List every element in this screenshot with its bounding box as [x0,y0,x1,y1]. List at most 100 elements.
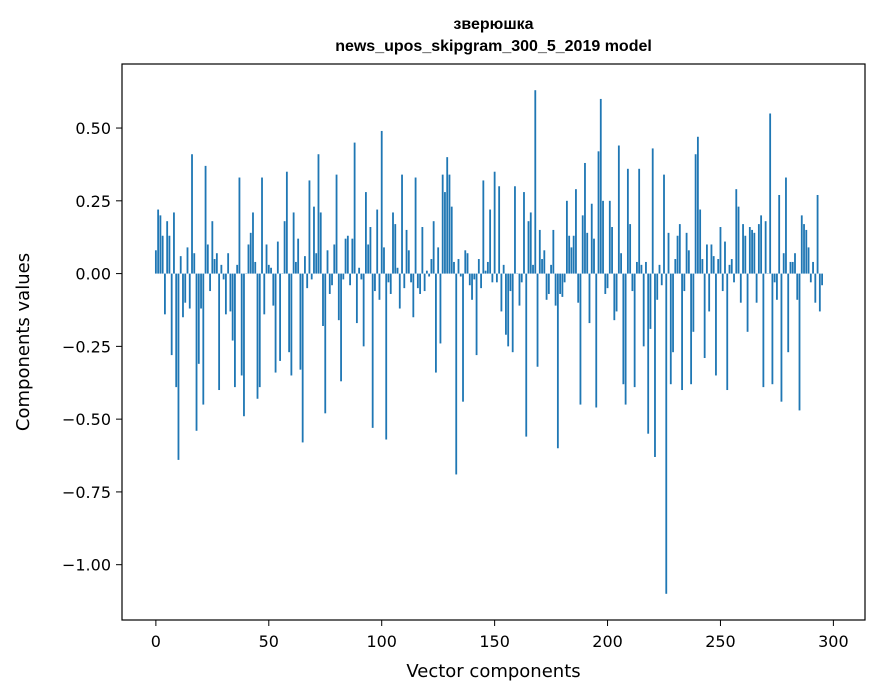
bar-212 [633,273,636,388]
bar-208 [624,273,627,405]
bar-0 [154,250,157,274]
bar-194 [593,238,595,274]
bar-214 [638,168,641,274]
bar-112 [407,250,410,274]
bar-178 [556,273,559,449]
bar-257 [735,189,738,274]
bar-283 [794,253,796,274]
bar-68 [308,180,311,274]
bar-253 [726,273,729,391]
bar-287 [803,224,805,274]
bar-41 [247,244,250,274]
bar-173 [545,273,548,300]
bar-263 [748,227,751,274]
bar-243 [703,273,706,359]
bar-285 [798,273,801,411]
bar-240 [696,136,699,274]
bar-182 [565,200,568,274]
bar-96 [371,273,374,428]
bar-99 [378,273,381,300]
bar-227 [667,232,670,274]
bar-188 [579,273,582,405]
bar-256 [733,273,735,283]
bar-232 [678,224,681,274]
bar-121 [428,273,431,277]
bar-126 [439,273,442,344]
bar-38 [240,273,243,376]
bar-215 [640,264,643,274]
bar-205 [617,145,620,274]
bar-225 [663,174,665,274]
bar-220 [651,148,654,274]
bar-175 [550,264,552,274]
bar-277 [780,273,783,402]
bar-171 [541,259,543,274]
bar-9 [175,273,178,388]
x-tick-label-200: 200 [592,632,623,651]
bar-136 [462,273,464,402]
bar-265 [753,232,756,274]
x-tick-label-300: 300 [818,632,849,651]
bar-130 [448,174,451,274]
bar-92 [362,273,365,347]
bar-102 [385,273,388,440]
bar-172 [543,250,546,274]
bar-235 [685,232,688,274]
bar-197 [599,98,602,274]
bar-95 [369,227,372,274]
bar-65 [301,273,304,443]
bar-204 [615,273,618,312]
bar-66 [304,256,306,274]
bar-129 [446,157,449,274]
bar-115 [414,177,417,274]
bar-244 [706,244,708,274]
bar-72 [317,154,320,274]
bar-79 [333,244,336,274]
bar-75 [324,273,327,414]
bar-288 [805,229,808,274]
bar-85 [346,235,349,274]
bar-33 [229,273,232,312]
bar-228 [669,273,672,385]
bar-97 [374,273,376,292]
bar-245 [708,273,711,312]
bar-31 [224,273,227,315]
bar-157 [509,273,512,292]
bar-155 [505,273,507,335]
bar-138 [466,253,469,274]
bar-149 [491,273,494,283]
bar-152 [498,186,501,274]
bar-2 [159,215,162,274]
bar-89 [355,273,358,324]
bar-116 [416,273,419,289]
bar-19 [197,273,200,364]
bar-118 [421,227,424,274]
bar-156 [507,273,510,347]
bar-226 [665,273,668,594]
bar-231 [676,235,679,274]
bar-32 [227,253,230,274]
bar-239 [694,154,697,274]
bar-293 [816,194,819,274]
bar-103 [387,273,390,283]
bar-163 [523,192,525,274]
bar-193 [590,203,593,274]
bar-54 [276,241,279,274]
bar-122 [430,259,433,274]
x-tick-label-150: 150 [479,632,510,651]
bar-120 [425,270,428,274]
y-tick-label-4: 0.00 [75,265,111,284]
bar-47 [261,177,263,274]
bar-90 [358,267,361,274]
bar-186 [575,189,577,274]
bar-16 [191,154,193,274]
bar-216 [642,273,645,347]
bar-166 [529,212,532,274]
bar-117 [419,273,422,294]
bar-61 [292,212,295,274]
bar-154 [502,264,505,274]
bar-80 [335,174,338,274]
bar-69 [310,273,313,280]
bar-199 [604,273,607,294]
bar-162 [520,273,523,283]
